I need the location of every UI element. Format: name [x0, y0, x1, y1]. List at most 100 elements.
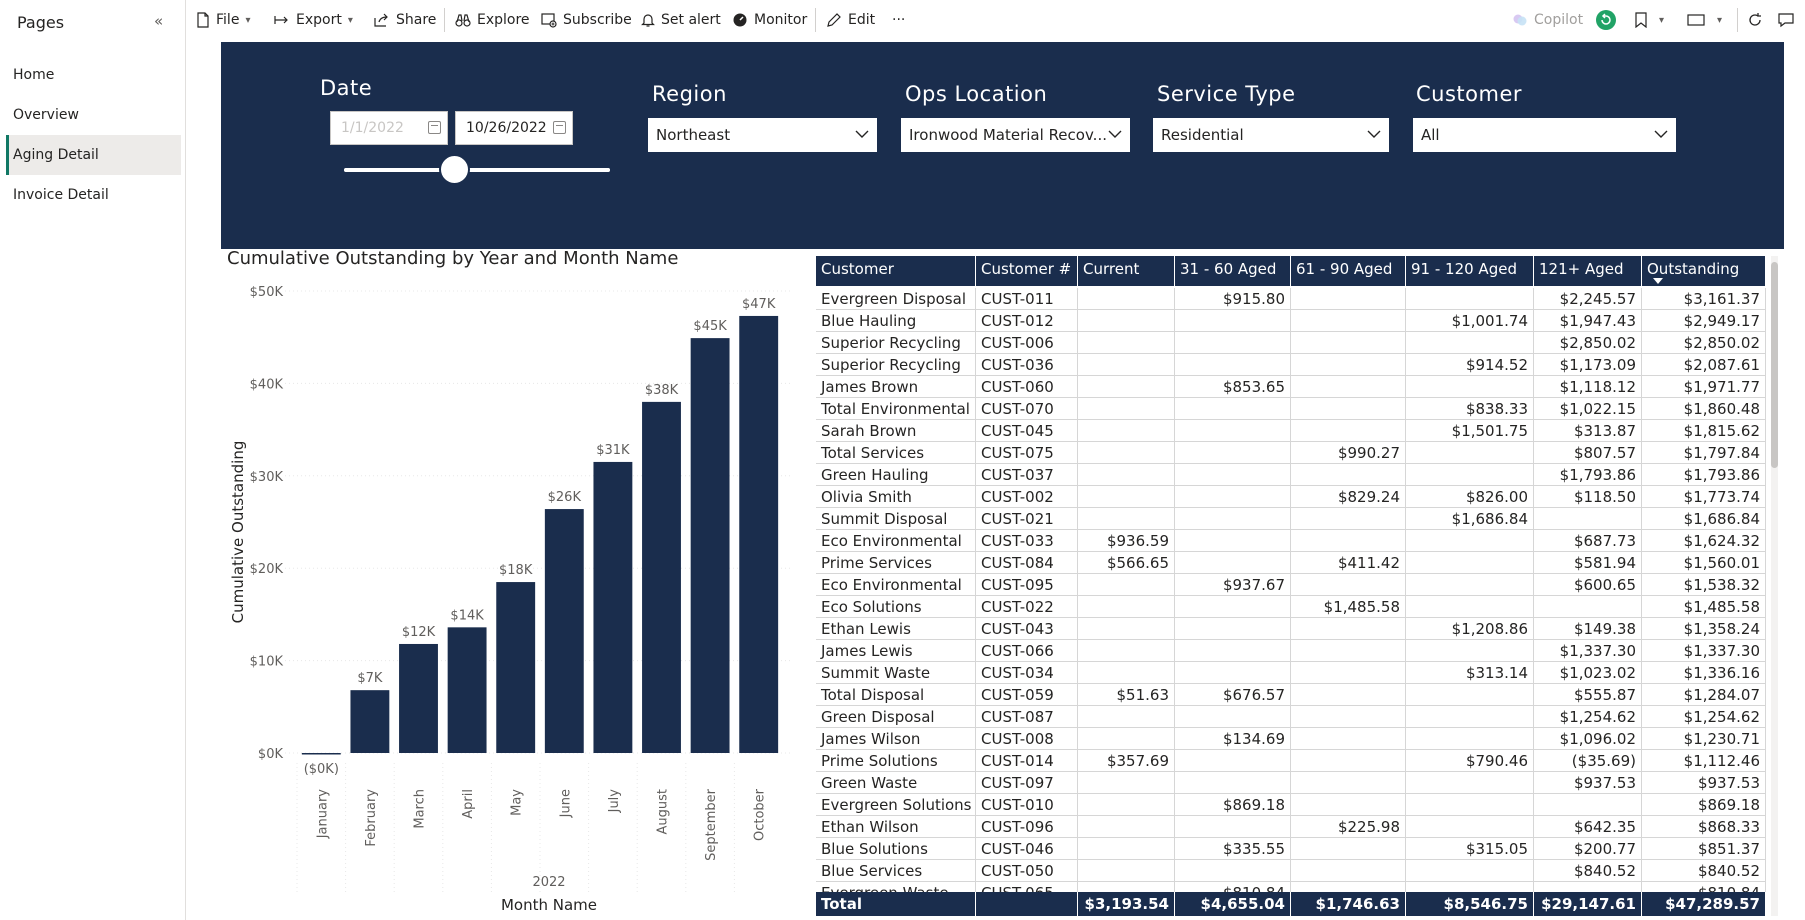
- table-row[interactable]: Total Services CUST-075 $990.27 $807.57 $1,7…: [816, 442, 1766, 464]
- table-cell: [1175, 486, 1291, 508]
- table-cell: $840.52: [1534, 860, 1642, 882]
- chart-bar: [593, 461, 633, 753]
- table-cell: [1078, 398, 1175, 420]
- data-label: $45K: [693, 319, 727, 334]
- table-cell: [1406, 860, 1534, 882]
- table-row[interactable]: Summit Disposal CUST-021 $1,686.84 $1,686.8…: [816, 508, 1766, 530]
- region-filter-label: Region: [652, 82, 727, 106]
- table-cell: $990.27: [1291, 442, 1406, 464]
- header-current[interactable]: Current: [1078, 256, 1175, 286]
- table-row[interactable]: Ethan Wilson CUST-096 $225.98 $642.35 $868.3…: [816, 816, 1766, 838]
- total-cell: $8,546.75: [1406, 892, 1534, 916]
- table-cell: [1078, 442, 1175, 464]
- table-cell: $313.87: [1534, 420, 1642, 442]
- table-row[interactable]: Green Waste CUST-097 $937.53 $937.53: [816, 772, 1766, 794]
- comment-button[interactable]: [1778, 0, 1800, 40]
- table-cell: [1291, 574, 1406, 596]
- table-scrollbar[interactable]: [1771, 256, 1778, 916]
- page-item-home[interactable]: Home: [13, 67, 55, 83]
- refresh-visuals-button[interactable]: [1595, 0, 1623, 40]
- table-cell: [1406, 816, 1534, 838]
- table-row[interactable]: Eco Solutions CUST-022 $1,485.58 $1,485.58: [816, 596, 1766, 618]
- table-row[interactable]: James Lewis CUST-066 $1,337.30 $1,337.30: [816, 640, 1766, 662]
- table-row[interactable]: Prime Solutions CUST-014 $357.69 $790.46 ($3…: [816, 750, 1766, 772]
- header-121-plus-aged[interactable]: 121+ Aged: [1534, 256, 1642, 286]
- table-cell: CUST-037: [976, 464, 1078, 486]
- table-row[interactable]: Total Environmental CUST-070 $838.33 $1,022…: [816, 398, 1766, 420]
- monitor-button[interactable]: Monitor: [732, 0, 807, 40]
- page-item-invoice-detail[interactable]: Invoice Detail: [13, 187, 109, 203]
- table-cell: [1175, 442, 1291, 464]
- chevron-down-icon: [1654, 130, 1668, 138]
- calendar-icon[interactable]: [428, 121, 441, 134]
- table-row[interactable]: Superior Recycling CUST-036 $914.52 $1,173.…: [816, 354, 1766, 376]
- header-61-90-aged[interactable]: 61 - 90 Aged: [1291, 256, 1406, 286]
- table-cell: $200.77: [1534, 838, 1642, 860]
- table-row[interactable]: James Brown CUST-060 $853.65 $1,118.12 $1,97…: [816, 376, 1766, 398]
- header-customer[interactable]: Customer: [816, 256, 976, 286]
- table-cell: [1078, 728, 1175, 750]
- bookmark-button[interactable]: ▾: [1635, 0, 1664, 40]
- table-cell: [1291, 662, 1406, 684]
- table-cell: $869.18: [1175, 794, 1291, 816]
- table-row[interactable]: Eco Environmental CUST-033 $936.59 $687.73 $…: [816, 530, 1766, 552]
- table-row[interactable]: James Wilson CUST-008 $134.69 $1,096.02 $1,2…: [816, 728, 1766, 750]
- header-customer-number[interactable]: Customer #: [976, 256, 1078, 286]
- share-label: Share: [396, 12, 437, 28]
- table-row[interactable]: Total Disposal CUST-059 $51.63 $676.57 $555.…: [816, 684, 1766, 706]
- aging-table[interactable]: Customer Customer # Current 31 - 60 Aged 61 …: [816, 256, 1766, 916]
- table-row[interactable]: Prime Services CUST-084 $566.65 $411.42 $581…: [816, 552, 1766, 574]
- table-row[interactable]: Evergreen Disposal CUST-011 $915.80 $2,245.…: [816, 288, 1766, 310]
- service-type-dropdown[interactable]: Residential: [1153, 118, 1389, 152]
- table-cell: $1,485.58: [1642, 596, 1766, 618]
- file-menu-button[interactable]: File ▾: [196, 0, 250, 40]
- view-button[interactable]: ▾: [1687, 0, 1722, 40]
- share-button[interactable]: Share: [374, 0, 436, 40]
- table-row[interactable]: Ethan Lewis CUST-043 $1,208.86 $149.38 $1,35…: [816, 618, 1766, 640]
- page-item-overview[interactable]: Overview: [13, 107, 79, 123]
- collapse-pane-icon[interactable]: «: [154, 12, 164, 30]
- explore-button[interactable]: Explore: [455, 0, 530, 40]
- table-row[interactable]: Blue Hauling CUST-012 $1,001.74 $1,947.43 $2…: [816, 310, 1766, 332]
- ops-location-dropdown[interactable]: Ironwood Material Recov...: [901, 118, 1130, 152]
- table-row[interactable]: Eco Environmental CUST-095 $937.67 $600.65 $…: [816, 574, 1766, 596]
- cumulative-outstanding-chart[interactable]: $0K $10K $20K $30K $40K $50K Cumulative Outsta…: [221, 270, 806, 920]
- table-cell: $2,850.02: [1534, 332, 1642, 354]
- copilot-button[interactable]: Copilot: [1512, 0, 1583, 40]
- table-cell: $3,161.37: [1642, 288, 1766, 310]
- table-row[interactable]: Sarah Brown CUST-045 $1,501.75 $313.87 $1,81…: [816, 420, 1766, 442]
- page-item-aging-detail[interactable]: Aging Detail: [6, 135, 181, 175]
- export-menu-button[interactable]: Export ▾: [274, 0, 353, 40]
- date-start-input[interactable]: 1/1/2022: [330, 111, 448, 145]
- table-cell: CUST-033: [976, 530, 1078, 552]
- table-row[interactable]: Olivia Smith CUST-002 $829.24 $826.00 $118.5…: [816, 486, 1766, 508]
- set-alert-button[interactable]: Set alert: [641, 0, 721, 40]
- more-options-button[interactable]: ···: [892, 12, 906, 28]
- region-dropdown[interactable]: Northeast: [648, 118, 877, 152]
- table-row[interactable]: Blue Services CUST-050 $840.52 $840.52: [816, 860, 1766, 882]
- total-cell: [976, 892, 1078, 916]
- date-slider-handle[interactable]: [439, 154, 470, 185]
- table-cell: [1406, 684, 1534, 706]
- refresh-button[interactable]: [1747, 0, 1769, 40]
- chart-title: Cumulative Outstanding by Year and Month…: [227, 248, 679, 269]
- header-91-120-aged[interactable]: 91 - 120 Aged: [1406, 256, 1534, 286]
- table-cell: $1,358.24: [1642, 618, 1766, 640]
- table-row[interactable]: Evergreen Solutions CUST-010 $869.18 $869.1…: [816, 794, 1766, 816]
- edit-button[interactable]: Edit: [826, 0, 875, 40]
- gauge-icon: [733, 13, 747, 27]
- customer-dropdown[interactable]: All: [1413, 118, 1676, 152]
- table-row[interactable]: Green Disposal CUST-087 $1,254.62 $1,254.62: [816, 706, 1766, 728]
- table-cell: [1291, 838, 1406, 860]
- subscribe-button[interactable]: Subscribe: [541, 0, 632, 40]
- table-cell: [1078, 838, 1175, 860]
- table-row[interactable]: Summit Waste CUST-034 $313.14 $1,023.02 $1,3…: [816, 662, 1766, 684]
- table-row[interactable]: Green Hauling CUST-037 $1,793.86 $1,793.86: [816, 464, 1766, 486]
- calendar-icon[interactable]: [553, 121, 566, 134]
- date-end-input[interactable]: 10/26/2022: [455, 111, 573, 145]
- table-row[interactable]: Superior Recycling CUST-006 $2,850.02 $2,85…: [816, 332, 1766, 354]
- table-cell: Sarah Brown: [816, 420, 976, 442]
- table-row[interactable]: Blue Solutions CUST-046 $335.55 $315.05 $200…: [816, 838, 1766, 860]
- table-scroll-thumb[interactable]: [1771, 262, 1778, 468]
- header-31-60-aged[interactable]: 31 - 60 Aged: [1175, 256, 1291, 286]
